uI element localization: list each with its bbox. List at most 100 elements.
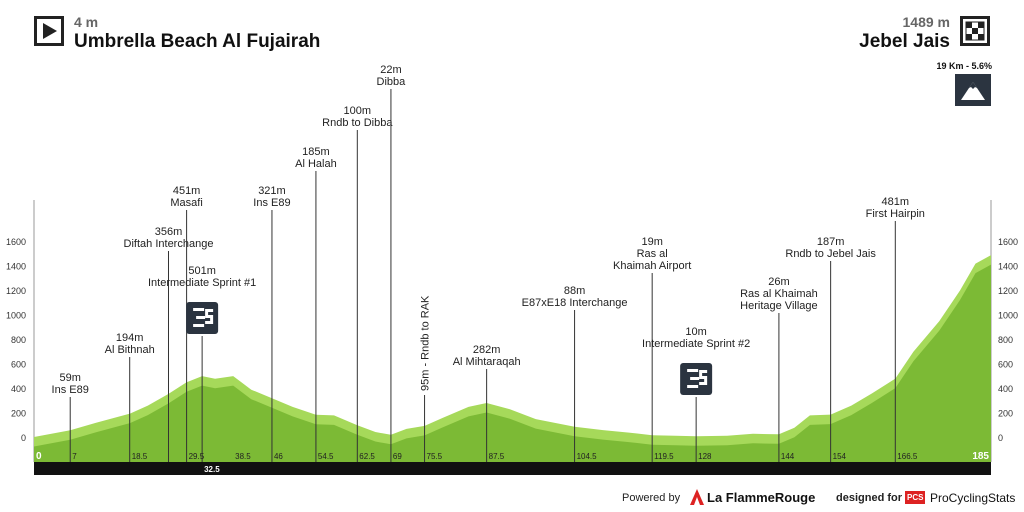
designed-for-label: designed for bbox=[836, 492, 903, 504]
waypoint-75.5: 95m - Rndb to RAK bbox=[420, 295, 432, 462]
sprint-icon-stroke bbox=[687, 385, 699, 388]
waypoint-name: Ras al bbox=[637, 248, 668, 260]
pcs-badge: PCS bbox=[905, 491, 926, 504]
sprint-icon-glyph bbox=[193, 308, 214, 327]
waypoint-altitude: 19m bbox=[641, 236, 662, 248]
x-tick-label: 87.5 bbox=[489, 452, 505, 461]
waypoint-name: Khaimah Airport bbox=[613, 260, 691, 272]
x-tick-label: 29.5 bbox=[189, 452, 205, 461]
waypoint-altitude: 321m bbox=[258, 185, 286, 197]
y-tick-label-right: 800 bbox=[998, 335, 1013, 345]
start-altitude: 4 m bbox=[74, 14, 99, 30]
waypoint-altitude: 22m bbox=[380, 64, 401, 76]
waypoint-name: Rndb to Dibba bbox=[322, 117, 393, 129]
x-tick-label: 185 bbox=[972, 451, 989, 462]
waypoint-altitude: 501m bbox=[188, 265, 216, 277]
waypoint-altitude: 26m bbox=[768, 276, 789, 288]
y-tick-label-right: 200 bbox=[998, 409, 1013, 419]
waypoint-name: First Hairpin bbox=[866, 208, 925, 220]
x-tick-label: 75.5 bbox=[427, 452, 443, 461]
y-tick-label-right: 1200 bbox=[998, 286, 1018, 296]
x-tick-label: 62.5 bbox=[359, 452, 375, 461]
waypoint-altitude: 282m bbox=[473, 344, 501, 356]
x-tick-label: 104.5 bbox=[577, 452, 598, 461]
flamme-rouge-icon bbox=[690, 489, 704, 510]
waypoint-name: Al Mihtaraqah bbox=[453, 356, 521, 368]
x-tick-label: 0 bbox=[36, 451, 42, 462]
flamme-rouge-brand[interactable]: La FlammeRouge bbox=[707, 490, 816, 505]
x-tick-label: 69 bbox=[393, 452, 402, 461]
y-tick-label-left: 600 bbox=[11, 360, 26, 370]
waypoint-altitude: 481m bbox=[882, 196, 910, 208]
y-tick-label-left: 0 bbox=[21, 433, 26, 443]
bar-marker-label: 32.5 bbox=[204, 465, 220, 474]
start-flag-icon bbox=[34, 16, 64, 46]
y-tick-label-left: 1000 bbox=[6, 311, 26, 321]
waypoint-name: Rndb to Jebel Jais bbox=[785, 248, 876, 260]
y-tick-label-right: 1000 bbox=[998, 311, 1018, 321]
x-tick-label: 18.5 bbox=[132, 452, 148, 461]
x-tick-label: 46 bbox=[274, 452, 283, 461]
sprint-icon-stroke bbox=[193, 324, 205, 327]
final-climb-stats: 19 Km - 5.6% bbox=[936, 61, 992, 71]
profile-area-shade bbox=[34, 255, 991, 462]
waypoint-altitude: 10m bbox=[685, 326, 706, 338]
sprint-icon-s bbox=[699, 370, 708, 385]
waypoint-label: 95m - Rndb to RAK bbox=[420, 295, 432, 391]
sprint-icon-stroke bbox=[196, 316, 206, 319]
waypoint-name: E87xE18 Interchange bbox=[522, 297, 628, 309]
waypoint-name: Intermediate Sprint #2 bbox=[642, 338, 750, 350]
x-tick-label: 7 bbox=[72, 452, 77, 461]
distance-bar-background bbox=[34, 462, 991, 475]
waypoint-altitude: 356m bbox=[155, 226, 183, 238]
sprint-icon-stroke bbox=[687, 369, 699, 372]
powered-by-label: Powered by bbox=[622, 492, 681, 504]
waypoint-altitude: 194m bbox=[116, 332, 144, 344]
y-tick-label-left: 1600 bbox=[6, 237, 26, 247]
x-tick-label: 166.5 bbox=[897, 452, 918, 461]
waypoint-altitude: 185m bbox=[302, 146, 330, 158]
sprint-icon-s bbox=[205, 309, 214, 324]
finish-flag-icon bbox=[960, 16, 990, 46]
x-tick-label: 128 bbox=[698, 452, 712, 461]
x-tick-label: 154 bbox=[833, 452, 847, 461]
waypoint-name: Al Halah bbox=[295, 158, 337, 170]
waypoint-name: Intermediate Sprint #1 bbox=[148, 277, 256, 289]
waypoint-name: Al Bithnah bbox=[105, 344, 155, 356]
sprint-icon-stroke bbox=[193, 308, 205, 311]
y-tick-label-left: 1400 bbox=[6, 262, 26, 272]
x-tick-label: 38.5 bbox=[235, 452, 251, 461]
x-tick-label: 119.5 bbox=[654, 452, 674, 461]
pcs-brand[interactable]: ProCyclingStats bbox=[930, 491, 1016, 505]
finish-location: Jebel Jais bbox=[859, 31, 950, 52]
finish-altitude: 1489 m bbox=[902, 14, 950, 30]
waypoint-altitude: 451m bbox=[173, 185, 201, 197]
y-tick-label-left: 200 bbox=[11, 409, 26, 419]
y-tick-label-right: 400 bbox=[998, 384, 1013, 394]
waypoint-altitude: 88m bbox=[564, 285, 585, 297]
y-tick-label-right: 1600 bbox=[998, 237, 1018, 247]
waypoint-altitude: 59m bbox=[60, 372, 81, 384]
y-tick-label-left: 800 bbox=[11, 335, 26, 345]
sprint-icon-glyph bbox=[687, 369, 708, 388]
mountain-icon bbox=[955, 74, 991, 106]
waypoint-name: Masafi bbox=[170, 197, 202, 209]
waypoint-altitude: 187m bbox=[817, 236, 845, 248]
y-tick-label-left: 1200 bbox=[6, 286, 26, 296]
